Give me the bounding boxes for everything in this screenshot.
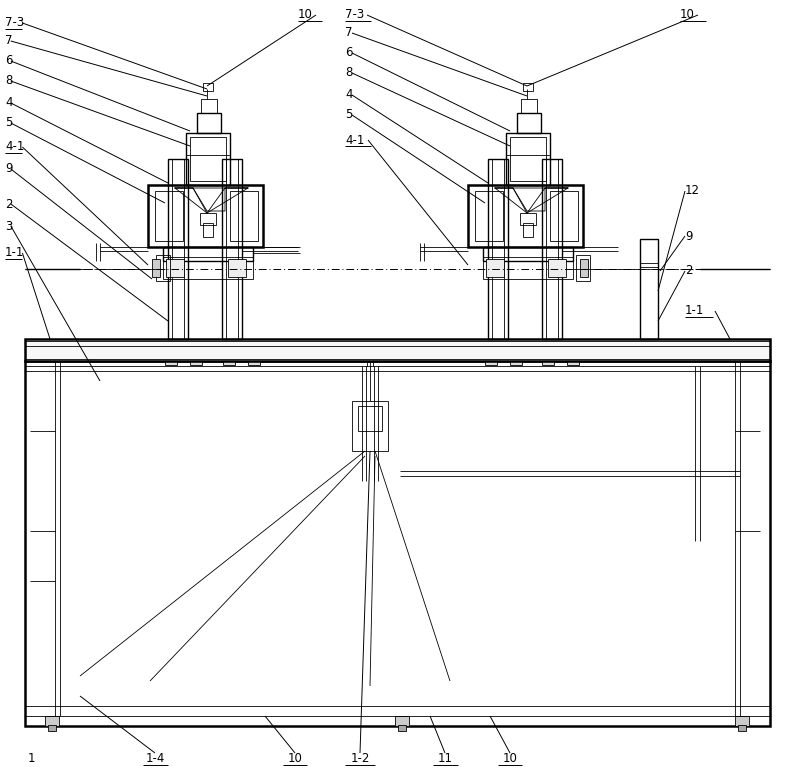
Bar xyxy=(25,339,770,361)
Bar xyxy=(521,99,537,113)
Bar xyxy=(166,259,184,277)
Text: 4-1: 4-1 xyxy=(5,141,24,154)
Text: 12: 12 xyxy=(685,184,700,198)
Text: 10: 10 xyxy=(298,9,313,22)
Text: 6: 6 xyxy=(5,55,13,67)
Bar xyxy=(576,255,590,281)
Bar xyxy=(488,159,508,339)
Text: 7-3: 7-3 xyxy=(5,16,24,30)
Bar xyxy=(523,223,533,237)
Bar xyxy=(352,401,388,451)
Bar xyxy=(542,159,562,339)
Text: 2: 2 xyxy=(5,198,13,211)
Bar xyxy=(640,239,658,339)
Bar xyxy=(483,257,573,279)
Bar xyxy=(548,259,566,277)
Text: 5: 5 xyxy=(345,109,352,122)
Bar xyxy=(735,716,749,726)
Bar xyxy=(197,113,221,133)
Text: 10: 10 xyxy=(680,9,695,22)
Text: 11: 11 xyxy=(438,753,453,765)
Bar xyxy=(25,361,770,726)
Bar xyxy=(48,725,56,731)
Text: 6: 6 xyxy=(345,47,353,59)
Bar xyxy=(546,159,558,339)
Bar xyxy=(200,213,216,225)
Text: 1-4: 1-4 xyxy=(146,753,165,765)
Bar xyxy=(201,99,217,113)
Text: 1-1: 1-1 xyxy=(685,305,704,318)
Bar xyxy=(510,347,522,365)
Text: 2: 2 xyxy=(685,265,693,277)
Text: 4-1: 4-1 xyxy=(345,134,364,147)
Bar xyxy=(222,159,242,339)
Text: 7: 7 xyxy=(345,27,353,40)
Text: 8: 8 xyxy=(345,66,352,80)
Bar xyxy=(550,191,578,241)
Bar xyxy=(580,259,588,277)
Bar xyxy=(152,259,160,277)
Bar xyxy=(567,347,579,365)
Bar xyxy=(226,159,238,339)
Bar xyxy=(45,716,59,726)
Bar xyxy=(510,137,546,181)
Bar xyxy=(520,213,536,225)
Bar xyxy=(485,347,497,365)
Bar xyxy=(475,191,503,241)
Bar xyxy=(172,159,184,339)
Text: 9: 9 xyxy=(5,162,13,176)
Bar xyxy=(483,247,573,261)
Bar xyxy=(156,255,170,281)
Bar xyxy=(155,191,183,241)
Bar xyxy=(542,347,554,365)
Bar xyxy=(358,406,382,431)
Text: 1: 1 xyxy=(28,753,35,765)
Bar xyxy=(738,725,746,731)
Bar xyxy=(168,159,188,339)
Bar xyxy=(163,247,253,261)
Bar xyxy=(398,725,406,731)
Text: 5: 5 xyxy=(5,116,12,130)
Text: 10: 10 xyxy=(287,753,302,765)
Text: 3: 3 xyxy=(5,219,12,233)
Text: 10: 10 xyxy=(502,753,518,765)
Bar xyxy=(165,347,177,365)
Bar xyxy=(203,223,213,237)
Bar xyxy=(517,113,541,133)
Bar xyxy=(228,259,246,277)
Bar xyxy=(186,133,230,185)
Bar xyxy=(190,347,202,365)
Text: 7: 7 xyxy=(5,34,13,48)
Bar xyxy=(523,83,533,91)
Bar xyxy=(468,185,583,247)
Bar xyxy=(148,185,263,247)
Bar xyxy=(163,257,253,279)
Bar xyxy=(395,716,409,726)
Text: 9: 9 xyxy=(685,230,693,242)
Bar xyxy=(203,83,213,91)
Bar xyxy=(223,347,235,365)
Text: 1-1: 1-1 xyxy=(5,247,24,259)
Text: 8: 8 xyxy=(5,74,12,87)
Bar xyxy=(230,191,258,241)
Bar xyxy=(492,159,504,339)
Text: 7-3: 7-3 xyxy=(345,9,364,22)
Bar xyxy=(506,133,550,185)
Bar xyxy=(486,259,504,277)
Bar xyxy=(190,137,226,181)
Text: 1-2: 1-2 xyxy=(350,753,370,765)
Text: 4: 4 xyxy=(345,88,353,102)
Text: 4: 4 xyxy=(5,97,13,109)
Bar xyxy=(248,347,260,365)
